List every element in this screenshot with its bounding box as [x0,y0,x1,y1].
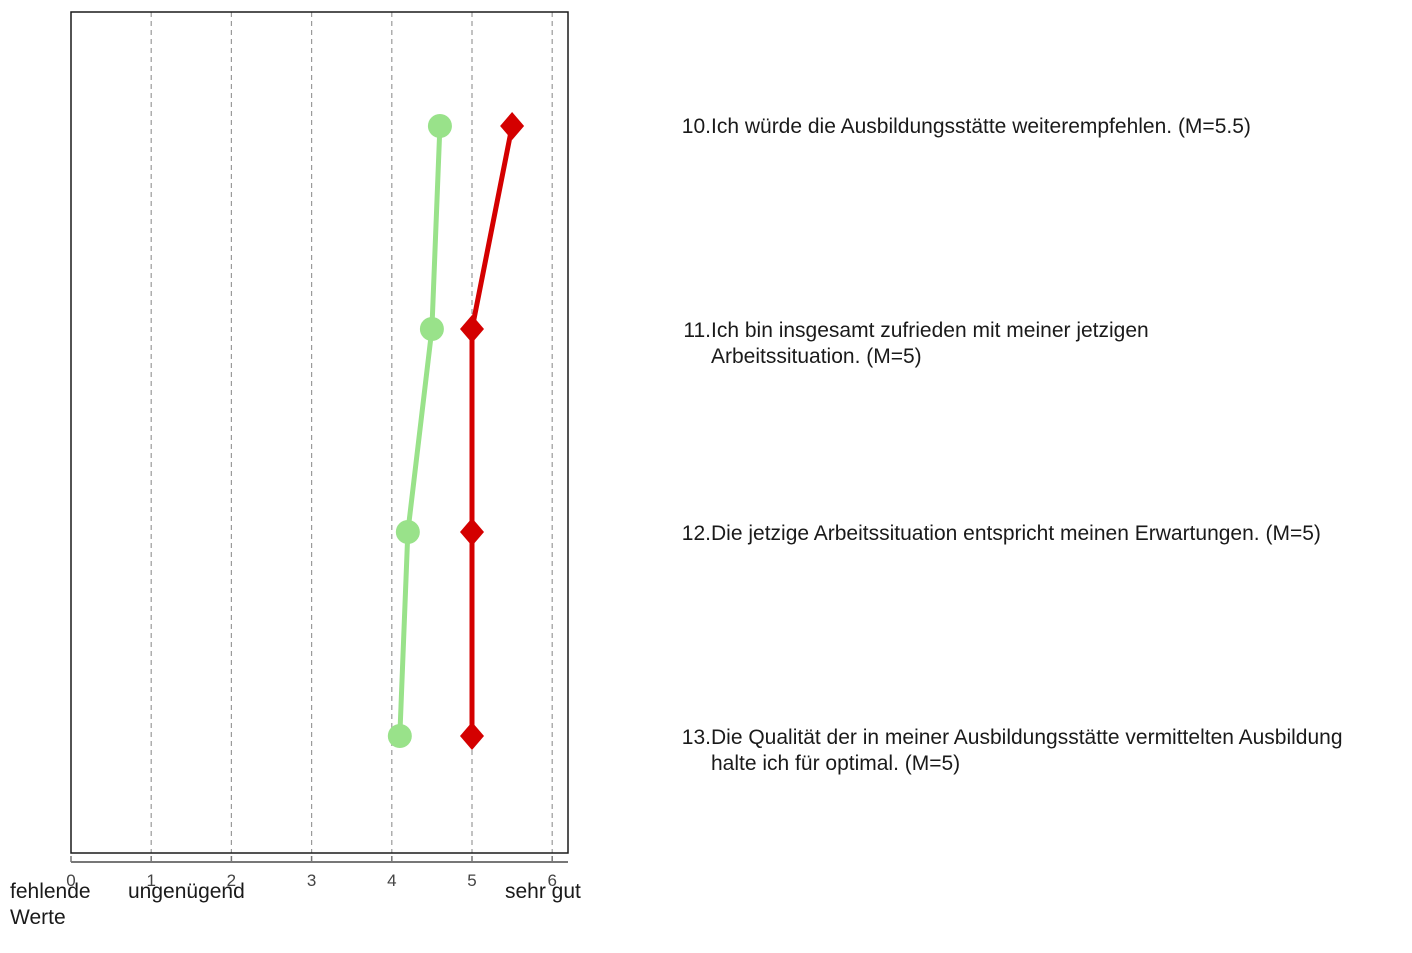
item-text: Ich würde die Ausbildungsstätte weiterem… [711,115,1251,138]
x-axis-ticks: 0 1 2 3 4 5 6 [66,856,557,890]
item-11: 11. Ich bin insgesamt zufrieden mit mein… [640,318,1412,370]
item-number: 10. [681,115,711,138]
item-number: 11. [683,319,711,342]
item-text: Die Qualität der in meiner Ausbildungsst… [711,726,1343,775]
item-text: Die jetzige Arbeitssituation entspricht … [711,522,1321,545]
item-number: 13. [681,726,711,749]
scale-label-insufficient: ungenügend [128,880,245,903]
item-10: 10. Ich würde die Ausbildungsstätte weit… [640,114,1412,140]
x-tick-label: 4 [387,871,396,890]
data-point [460,722,484,750]
x-tick-label: 5 [467,871,476,890]
x-tick-label: 3 [307,871,316,890]
x-tick-label: 0 [66,871,75,890]
item-number: 12. [681,522,711,545]
scale-label-very-good: sehr gut [505,880,581,903]
chart: 0 1 2 3 4 5 6 [66,11,569,890]
data-point [427,114,452,138]
data-point [460,518,484,546]
plot-frame [70,11,569,854]
scale-label-missing: fehlende Werte [10,880,91,929]
data-point [387,724,412,748]
item-13: 13. Die Qualität der in meiner Ausbildun… [640,725,1412,777]
item-12: 12. Die jetzige Arbeitssituation entspri… [640,521,1412,547]
item-list: 10. Ich würde die Ausbildungsstätte weit… [640,0,1412,953]
grid [150,12,553,853]
series [387,112,525,750]
data-point [395,520,420,544]
x-tick-label: 6 [547,871,556,890]
x-tick-label: 2 [227,871,236,890]
data-point [419,317,444,341]
x-tick-label: 1 [146,871,155,890]
series-line [469,125,515,736]
data-point [500,112,525,140]
data-point [460,315,484,343]
item-text: Ich bin insgesamt zufrieden mit meiner j… [711,319,1149,368]
series-line [397,125,443,737]
